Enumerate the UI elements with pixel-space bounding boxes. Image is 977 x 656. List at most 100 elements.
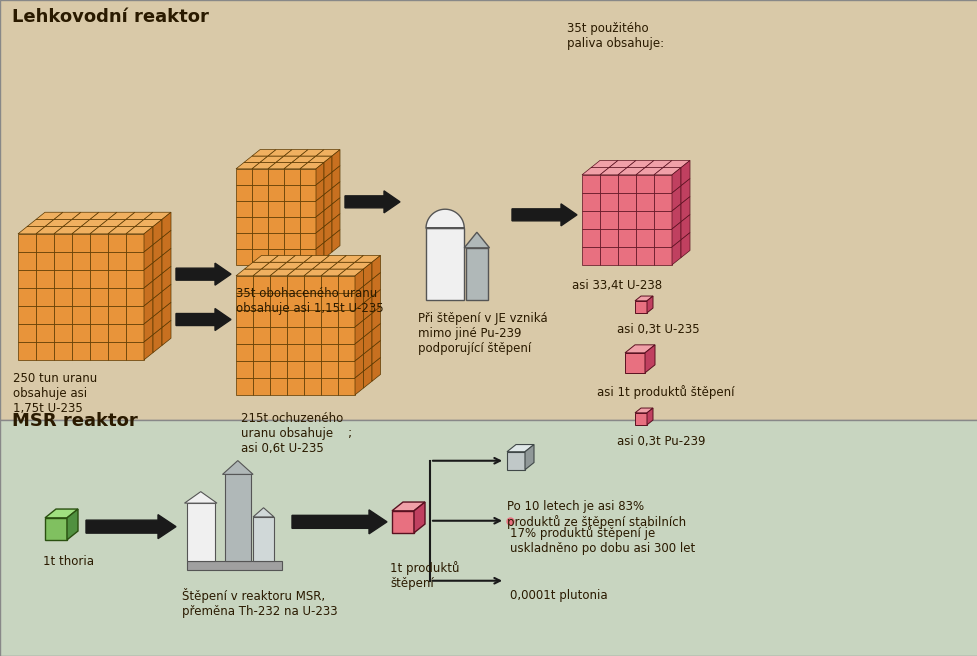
Polygon shape — [260, 156, 283, 163]
Bar — [599, 175, 617, 193]
Polygon shape — [355, 286, 363, 310]
Bar — [235, 169, 252, 185]
Polygon shape — [90, 213, 117, 220]
Bar — [338, 310, 355, 327]
Bar — [235, 233, 252, 249]
Polygon shape — [81, 220, 107, 226]
Polygon shape — [680, 215, 690, 239]
Text: 35t použitého
paliva obsahuje:: 35t použitého paliva obsahuje: — [567, 22, 663, 50]
Bar — [36, 288, 54, 306]
Polygon shape — [323, 236, 331, 258]
Bar — [270, 276, 286, 293]
Bar — [304, 361, 320, 378]
Polygon shape — [654, 168, 680, 175]
Polygon shape — [671, 239, 680, 265]
Bar — [392, 511, 413, 533]
Bar — [72, 342, 90, 360]
Bar — [107, 252, 126, 270]
Polygon shape — [323, 156, 331, 178]
Bar — [634, 301, 647, 313]
Bar — [235, 201, 252, 217]
Bar — [581, 193, 599, 211]
Polygon shape — [647, 296, 653, 313]
Polygon shape — [36, 213, 63, 220]
Bar — [252, 169, 268, 185]
Bar — [235, 361, 253, 378]
Polygon shape — [506, 445, 533, 452]
Bar — [466, 248, 487, 300]
Bar — [581, 247, 599, 265]
Polygon shape — [67, 509, 78, 540]
Polygon shape — [286, 269, 313, 276]
Text: asi 1t produktů štěpení: asi 1t produktů štěpení — [596, 385, 734, 399]
Bar — [270, 327, 286, 344]
Bar — [253, 293, 270, 310]
Bar — [635, 211, 654, 229]
Polygon shape — [253, 255, 278, 262]
Bar — [654, 175, 671, 193]
Polygon shape — [300, 163, 323, 169]
Polygon shape — [392, 502, 425, 511]
Text: 35t obohaceného uranu
obsahuje asi 1,15t U-235: 35t obohaceného uranu obsahuje asi 1,15t… — [235, 287, 383, 315]
Polygon shape — [144, 298, 152, 324]
Polygon shape — [645, 161, 671, 168]
FancyArrow shape — [345, 191, 400, 213]
Polygon shape — [235, 163, 260, 169]
Bar — [270, 344, 286, 361]
Polygon shape — [270, 269, 295, 276]
Text: 0,0001t plutonia: 0,0001t plutonia — [509, 588, 607, 602]
Text: 215t ochuzeného
uranu obsahuje    ;
asi 0,6t U-235: 215t ochuzeného uranu obsahuje ; asi 0,6… — [240, 412, 352, 455]
Bar — [617, 193, 635, 211]
Polygon shape — [253, 508, 274, 517]
Bar — [599, 193, 617, 211]
Polygon shape — [54, 213, 81, 220]
Bar — [283, 185, 300, 201]
Bar — [635, 193, 654, 211]
Bar — [320, 327, 338, 344]
Polygon shape — [152, 327, 162, 353]
Bar — [635, 175, 654, 193]
Bar — [283, 217, 300, 233]
Polygon shape — [363, 314, 371, 337]
Polygon shape — [144, 335, 152, 360]
Polygon shape — [152, 291, 162, 317]
FancyArrow shape — [512, 204, 576, 226]
Polygon shape — [355, 255, 380, 262]
Bar — [36, 306, 54, 324]
Polygon shape — [162, 248, 171, 274]
Polygon shape — [135, 220, 162, 226]
Polygon shape — [63, 220, 90, 226]
Polygon shape — [464, 232, 489, 248]
Polygon shape — [283, 150, 308, 156]
Bar — [599, 229, 617, 247]
Text: Při štěpení v JE vzniká
mimo jiné Pu-239
podporující štěpení: Při štěpení v JE vzniká mimo jiné Pu-239… — [417, 312, 547, 355]
Polygon shape — [645, 345, 655, 373]
Bar — [320, 276, 338, 293]
Bar — [253, 327, 270, 344]
Bar — [304, 344, 320, 361]
Bar — [654, 247, 671, 265]
Bar — [235, 293, 253, 310]
Polygon shape — [331, 197, 340, 220]
Bar — [300, 185, 316, 201]
Polygon shape — [235, 269, 261, 276]
FancyArrow shape — [292, 510, 387, 534]
FancyArrow shape — [86, 515, 176, 539]
Bar — [18, 288, 36, 306]
Bar — [18, 324, 36, 342]
Bar — [45, 518, 67, 540]
Bar — [72, 270, 90, 288]
Bar — [187, 503, 215, 561]
Bar — [107, 270, 126, 288]
Polygon shape — [671, 186, 680, 211]
Polygon shape — [355, 303, 363, 327]
Polygon shape — [316, 163, 323, 185]
Bar — [286, 327, 304, 344]
Polygon shape — [278, 262, 304, 269]
Bar — [338, 378, 355, 395]
Polygon shape — [152, 220, 162, 245]
Bar — [506, 452, 525, 470]
Bar — [235, 185, 252, 201]
Bar — [286, 378, 304, 395]
Polygon shape — [144, 262, 152, 288]
